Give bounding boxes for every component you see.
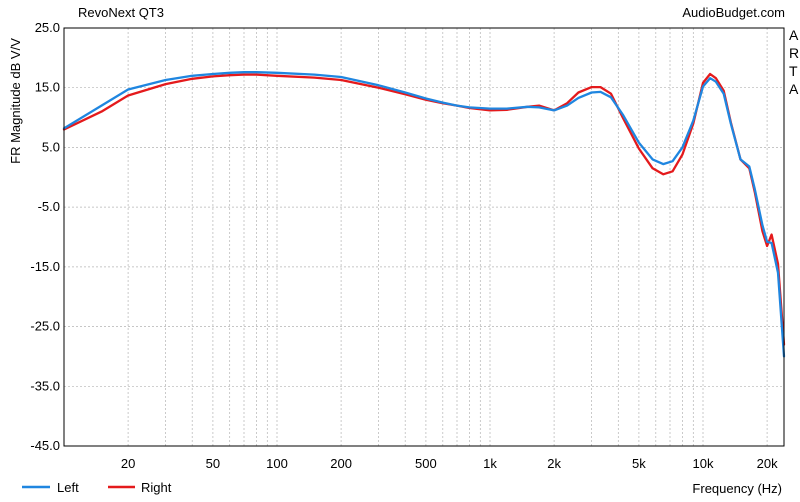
- x-tick-label: 100: [266, 456, 288, 471]
- x-tick-label: 20: [121, 456, 135, 471]
- x-tick-label: 50: [206, 456, 220, 471]
- x-axis-label: Frequency (Hz): [692, 481, 782, 496]
- x-tick-label: 5k: [632, 456, 646, 471]
- plot-frame: [63, 27, 785, 447]
- y-tick-labels: 25.0 15.0 5.0 -5.0 -15.0 -25.0 -35.0 -45.0: [30, 20, 60, 453]
- y-tick-label: -15.0: [30, 259, 60, 274]
- side-letter: R: [789, 45, 799, 61]
- y-tick-label: 25.0: [35, 20, 60, 35]
- chart-title: RevoNext QT3: [78, 5, 164, 20]
- side-letters: A R T A: [789, 27, 799, 97]
- side-letter: T: [789, 63, 798, 79]
- chart-source: AudioBudget.com: [682, 5, 785, 20]
- legend-label-right: Right: [141, 480, 172, 495]
- y-tick-label: -35.0: [30, 378, 60, 393]
- x-tick-label: 10k: [693, 456, 714, 471]
- series-line-left: [62, 71, 786, 358]
- y-tick-label: -25.0: [30, 319, 60, 334]
- y-axis-label: FR Magnitude dB V/V: [8, 38, 23, 164]
- legend-label-left: Left: [57, 480, 79, 495]
- legend: Left Right: [22, 480, 172, 495]
- side-letter: A: [789, 81, 799, 97]
- x-tick-label: 20k: [757, 456, 778, 471]
- series-lines: [62, 71, 786, 358]
- x-tick-labels: 20 50 100 200 500 1k 2k 5k 10k 20k: [121, 456, 778, 471]
- y-tick-label: -5.0: [38, 199, 60, 214]
- side-letter: A: [789, 27, 799, 43]
- y-tick-label: 15.0: [35, 80, 60, 95]
- x-tick-label: 500: [415, 456, 437, 471]
- y-tick-label: -45.0: [30, 438, 60, 453]
- x-tick-label: 1k: [483, 456, 497, 471]
- y-tick-label: 5.0: [42, 139, 60, 154]
- x-tick-label: 2k: [547, 456, 561, 471]
- x-tick-label: 200: [330, 456, 352, 471]
